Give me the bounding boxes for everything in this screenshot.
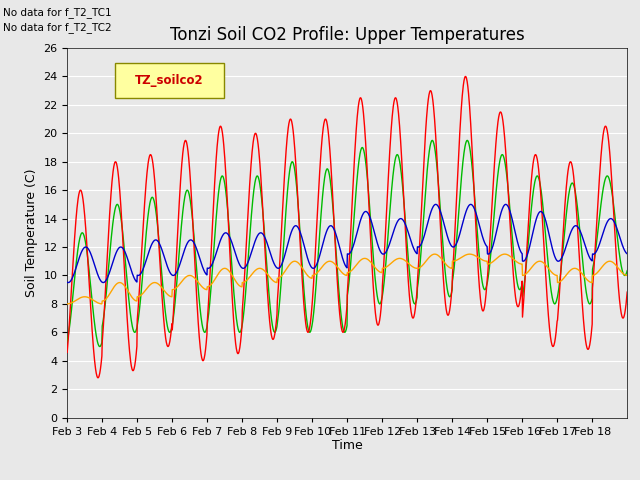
Text: No data for f_T2_TC1: No data for f_T2_TC1	[3, 7, 112, 18]
Legend: Open -2cm, Tree -2cm, Open -4cm, Tree -4cm: Open -2cm, Tree -2cm, Open -4cm, Tree -4…	[139, 475, 556, 480]
Text: No data for f_T2_TC2: No data for f_T2_TC2	[3, 22, 112, 33]
FancyBboxPatch shape	[115, 63, 224, 98]
Text: TZ_soilco2: TZ_soilco2	[135, 74, 204, 87]
Y-axis label: Soil Temperature (C): Soil Temperature (C)	[25, 168, 38, 297]
Title: Tonzi Soil CO2 Profile: Upper Temperatures: Tonzi Soil CO2 Profile: Upper Temperatur…	[170, 25, 525, 44]
X-axis label: Time: Time	[332, 439, 363, 453]
